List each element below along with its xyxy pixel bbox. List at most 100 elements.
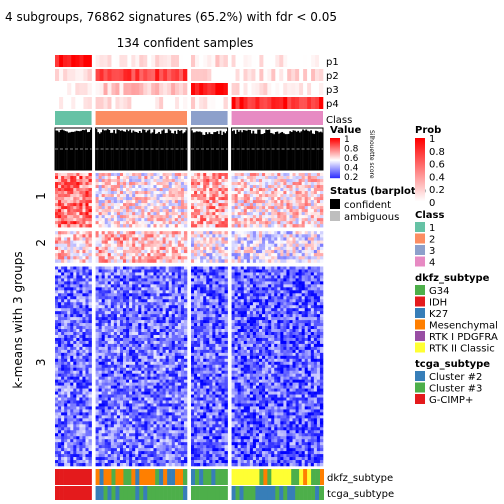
heatmap-cell — [107, 394, 112, 398]
heatmap-cell — [135, 329, 139, 333]
heatmap-cell — [159, 256, 163, 260]
heatmap-cell — [73, 323, 77, 327]
heatmap-cell — [88, 206, 92, 210]
heatmap-cell — [262, 194, 266, 198]
prob-cell-p3 — [75, 83, 80, 95]
heatmap-cell — [144, 293, 148, 297]
heatmap-cell — [104, 281, 109, 285]
heatmap-cell — [85, 200, 89, 204]
heatmap-cell — [183, 191, 188, 195]
heatmap-cell — [138, 340, 142, 345]
heatmap-cell — [153, 334, 157, 339]
heatmap-cell — [153, 209, 157, 213]
heatmap-cell — [209, 234, 213, 238]
heatmap-cell — [209, 212, 213, 216]
heatmap-cell — [126, 281, 130, 285]
heatmap-cell — [252, 185, 257, 189]
heatmap-cell — [141, 403, 145, 407]
heatmap-cell — [231, 256, 235, 260]
heatmap-cell — [292, 259, 296, 263]
heatmap-cell — [85, 284, 89, 288]
heatmap-cell — [113, 299, 118, 303]
heatmap-cell — [206, 185, 210, 189]
heatmap-cell — [67, 367, 71, 372]
heatmap-cell — [95, 302, 99, 306]
heatmap-cell — [73, 296, 77, 300]
heatmap-cell — [174, 191, 179, 195]
heatmap-cell — [197, 203, 201, 207]
heatmap-cell — [76, 275, 80, 279]
heatmap-cell — [292, 243, 296, 248]
heatmap-cell — [180, 287, 185, 291]
heatmap-cell — [64, 176, 68, 180]
heatmap-cell — [255, 191, 260, 195]
heatmap-cell — [110, 209, 115, 213]
heatmap-cell — [138, 349, 142, 354]
heatmap-cell — [180, 308, 185, 312]
heatmap-cell — [58, 433, 62, 437]
heatmap-cell — [262, 179, 266, 183]
heatmap-cell — [61, 234, 65, 238]
heatmap-cell — [64, 234, 68, 238]
heatmap-cell — [191, 215, 195, 219]
heatmap-cell — [58, 448, 62, 452]
heatmap-cell — [61, 272, 65, 276]
heatmap-cell — [246, 256, 251, 260]
prob-cell-p4 — [279, 97, 284, 109]
heatmap-cell — [110, 185, 115, 189]
heatmap-cell — [162, 246, 166, 251]
heatmap-cell — [203, 253, 207, 257]
heatmap-cell — [286, 179, 290, 183]
heatmap-cell — [221, 231, 225, 235]
silhouette-bar — [241, 132, 243, 170]
heatmap-cell — [67, 379, 71, 383]
heatmap-cell — [224, 231, 228, 235]
heatmap-cell — [61, 343, 65, 348]
heatmap-cell — [79, 237, 83, 241]
heatmap-cell — [180, 343, 185, 348]
heatmap-cell — [307, 173, 312, 177]
heatmap-cell — [138, 400, 142, 404]
heatmap-cell — [116, 296, 121, 300]
silhouette-bar — [80, 130, 83, 170]
heatmap-cell — [64, 358, 68, 363]
heatmap-cell — [215, 206, 219, 210]
heatmap-cell — [129, 299, 133, 303]
heatmap-cell — [194, 206, 198, 210]
heatmap-cell — [234, 259, 238, 263]
heatmap-cell — [174, 343, 179, 348]
heatmap-cell — [129, 253, 133, 257]
heatmap-cell — [79, 355, 83, 360]
heatmap-cell — [138, 334, 142, 339]
heatmap-cell — [73, 224, 77, 228]
silhouette-bar — [75, 130, 78, 170]
heatmap-cell — [79, 287, 83, 291]
heatmap-cell — [162, 385, 166, 389]
heatmap-cell — [171, 240, 176, 244]
heatmap-cell — [138, 370, 142, 374]
heatmap-cell — [177, 272, 182, 276]
heatmap-cell — [85, 436, 89, 440]
heatmap-cell — [156, 373, 160, 377]
heatmap-cell — [116, 266, 121, 270]
heatmap-cell — [150, 340, 154, 345]
heatmap-cell — [76, 203, 80, 207]
heatmap-cell — [138, 191, 142, 195]
heatmap-cell — [98, 358, 102, 363]
heatmap-cell — [240, 206, 245, 210]
heatmap-cell — [171, 340, 176, 345]
heatmap-cell — [271, 209, 275, 213]
prob-cell-p4 — [267, 97, 272, 109]
heatmap-cell — [70, 212, 74, 216]
heatmap-cell — [132, 388, 136, 392]
heatmap-cell — [58, 237, 62, 241]
heatmap-cell — [168, 346, 173, 351]
heatmap-cell — [144, 334, 148, 339]
heatmap-cell — [177, 218, 182, 222]
heatmap-cell — [212, 200, 216, 204]
heatmap-cell — [95, 266, 99, 270]
prob-cell-p4 — [283, 97, 288, 109]
heatmap-cell — [194, 224, 198, 228]
heatmap-cell — [98, 343, 102, 348]
